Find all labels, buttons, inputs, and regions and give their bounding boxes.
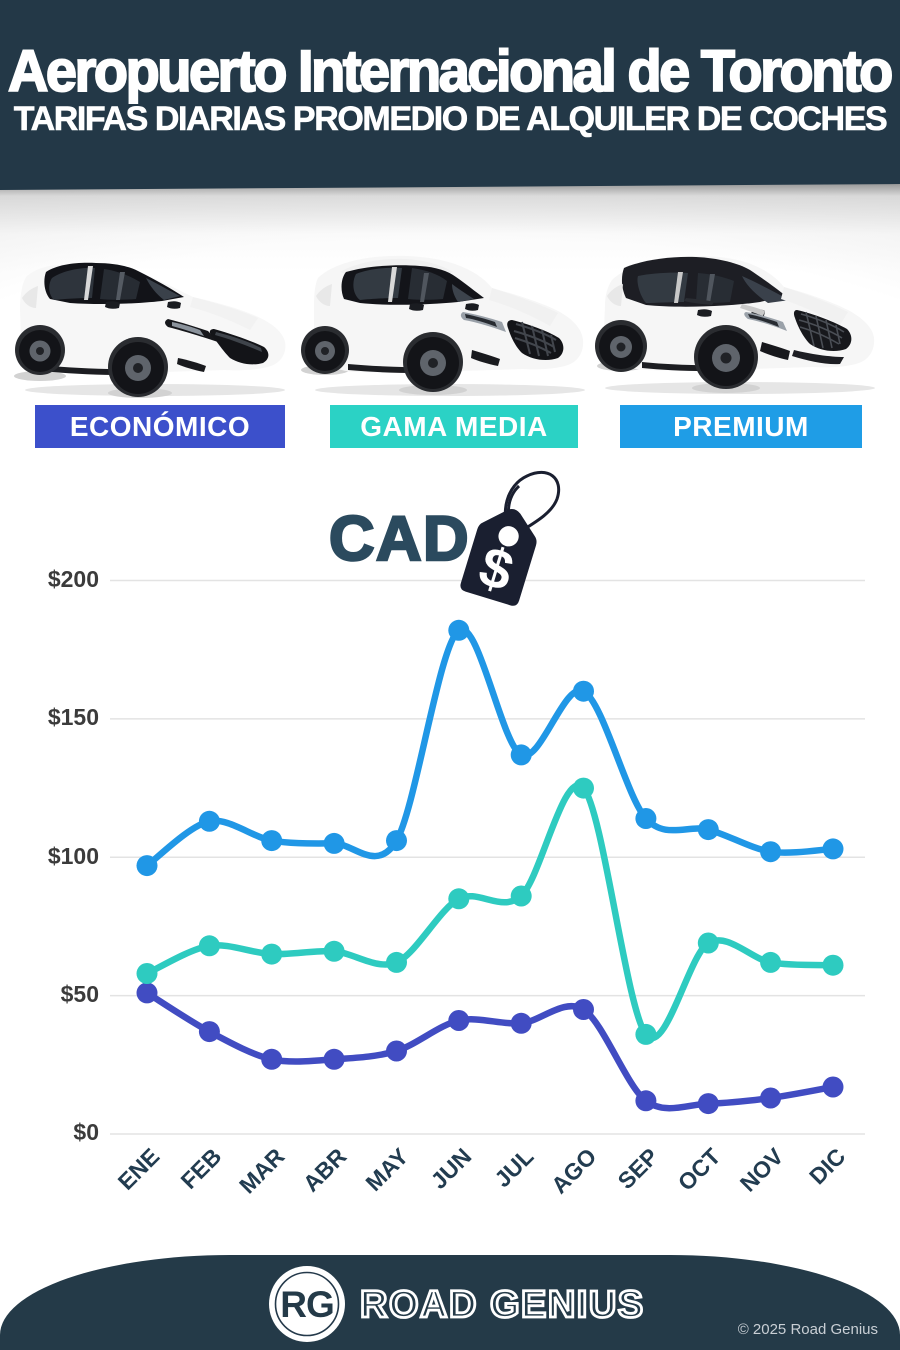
svg-text:RG: RG [280, 1284, 334, 1325]
svg-text:$200: $200 [48, 566, 99, 592]
svg-text:$0: $0 [73, 1119, 99, 1145]
svg-text:MAR: MAR [234, 1143, 290, 1199]
svg-text:DIC: DIC [804, 1143, 850, 1189]
svg-text:ENE: ENE [113, 1143, 165, 1195]
svg-text:OCT: OCT [673, 1143, 726, 1196]
svg-text:$150: $150 [48, 704, 99, 730]
svg-text:$50: $50 [61, 981, 99, 1007]
svg-text:JUL: JUL [489, 1143, 538, 1192]
svg-text:ABR: ABR [298, 1143, 352, 1197]
svg-text:MAY: MAY [360, 1143, 413, 1196]
svg-text:JUN: JUN [426, 1143, 477, 1194]
svg-text:$100: $100 [48, 843, 99, 869]
svg-text:NOV: NOV [735, 1143, 789, 1197]
svg-text:FEB: FEB [176, 1143, 227, 1194]
svg-text:SEP: SEP [613, 1143, 664, 1194]
svg-text:ROAD GENIUS: ROAD GENIUS [360, 1284, 645, 1326]
svg-text:AGO: AGO [546, 1143, 601, 1198]
